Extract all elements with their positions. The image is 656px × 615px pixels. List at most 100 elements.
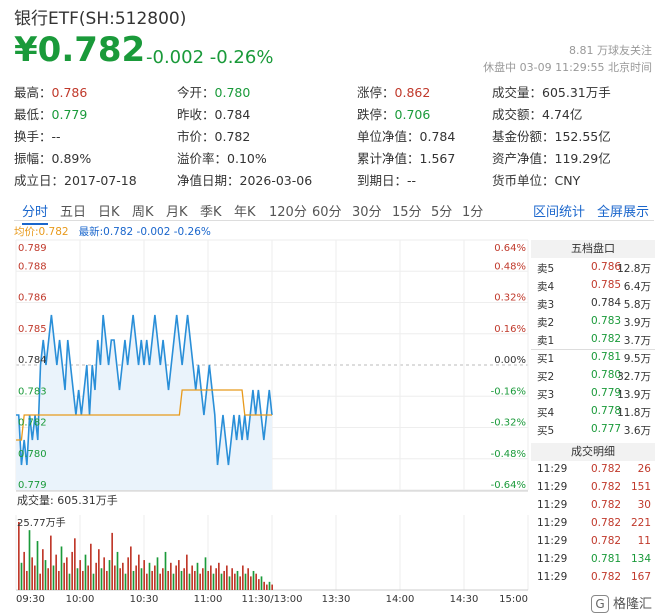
order-book-row: 卖4 0.785 6.4万 <box>531 277 655 295</box>
stat-label: 到期日： <box>357 173 408 188</box>
trade-price: 0.782 <box>591 481 622 493</box>
tab-item[interactable]: 30分 <box>352 205 382 220</box>
trade-volume: 11 <box>637 535 651 547</box>
order-price: 0.777 <box>591 423 622 435</box>
stat-item: 资产净值：119.29亿 <box>492 148 611 167</box>
stat-item: 单位净值：0.784 <box>357 126 455 145</box>
stat-value: 0.862 <box>394 85 431 100</box>
fullscreen-link[interactable]: 全屏展示 <box>597 205 650 220</box>
volume-bar <box>95 562 97 590</box>
trade-volume: 134 <box>630 553 651 565</box>
stat-value: 4.74亿 <box>542 107 583 122</box>
volume-bar <box>87 565 89 590</box>
volume-bar <box>42 549 44 590</box>
volume-bar <box>103 557 105 590</box>
order-volume: 5.8万 <box>623 299 651 311</box>
order-book-row: 卖2 0.783 3.9万 <box>531 313 655 331</box>
avg-price-line <box>16 389 272 441</box>
trade-price: 0.782 <box>591 499 622 511</box>
stat-item: 成交额：4.74亿 <box>492 104 582 123</box>
order-price: 0.784 <box>591 297 622 309</box>
tab-item[interactable]: 周K <box>132 205 154 220</box>
volume-bar <box>106 570 108 590</box>
volume-bar <box>210 565 212 590</box>
tab-item[interactable]: 1分 <box>462 205 484 220</box>
order-volume: 32.7万 <box>617 371 651 383</box>
stat-label: 换手： <box>14 129 52 144</box>
volume-bar <box>98 549 100 590</box>
volume-bar <box>130 546 132 590</box>
volume-bar <box>18 522 20 590</box>
tab-item[interactable]: 120分 <box>269 205 307 220</box>
volume-bar <box>44 560 47 590</box>
order-book-row: 卖1 0.782 3.7万 <box>531 331 655 349</box>
order-book-title: 五档盘口 <box>531 240 655 258</box>
volume-bar <box>244 573 247 590</box>
order-volume: 6.4万 <box>623 281 651 293</box>
volume-bar <box>111 532 113 590</box>
volume-bar <box>236 570 239 590</box>
volume-bar <box>255 573 257 590</box>
volume-bar <box>23 551 25 590</box>
volume-bar <box>178 560 180 590</box>
stat-label: 累计净值： <box>357 151 420 166</box>
x-tick-label: 14:30 <box>450 594 479 605</box>
volume-bar <box>199 573 201 590</box>
stat-value: 0.782 <box>214 129 251 144</box>
stat-value: 0.779 <box>51 107 88 122</box>
trade-row: 11:29 0.782 221 <box>531 515 655 533</box>
order-volume: 13.9万 <box>617 389 651 401</box>
volume-bar <box>68 573 71 590</box>
stat-label: 最高： <box>14 85 52 100</box>
stat-value: -- <box>51 129 61 144</box>
stat-label: 昨收： <box>177 107 215 122</box>
volume-bar <box>263 581 265 590</box>
y-tick-label: 0.789 <box>18 243 47 254</box>
volume-bar <box>191 565 193 590</box>
y-right-tick-label: 0.48% <box>494 261 526 272</box>
y-right-tick-label: -0.48% <box>491 449 526 460</box>
stat-label: 今开： <box>177 85 215 100</box>
volume-bar <box>90 543 92 590</box>
order-price: 0.780 <box>591 369 622 381</box>
stat-value: 119.29亿 <box>554 151 611 166</box>
volume-bar <box>119 568 121 590</box>
volume-bar <box>250 576 252 590</box>
stat-value: -- <box>407 173 417 188</box>
tab-item[interactable]: 季K <box>200 205 222 220</box>
volume-bar <box>100 568 103 590</box>
volume-bar <box>114 565 116 590</box>
follower-count[interactable]: 8.81 万球友关注 <box>569 44 652 57</box>
range-stats-link[interactable]: 区间统计 <box>533 205 586 220</box>
order-volume: 3.9万 <box>623 317 651 329</box>
volume-bar <box>180 570 183 590</box>
tab-item[interactable]: 5分 <box>431 205 453 220</box>
y-right-tick-label: 0.00% <box>494 355 526 366</box>
order-price: 0.786 <box>591 261 622 273</box>
trade-volume: 221 <box>630 517 651 529</box>
volume-bar <box>26 570 28 590</box>
y-tick-label: 0.779 <box>18 480 47 491</box>
tab-item[interactable]: 15分 <box>392 205 422 220</box>
tab-item[interactable]: 年K <box>234 205 256 220</box>
tab-item[interactable]: 日K <box>98 205 120 220</box>
volume-bar <box>55 554 57 590</box>
volume-bar <box>124 573 127 590</box>
volume-bar <box>92 573 95 590</box>
volume-bar <box>164 551 167 590</box>
tab-item[interactable]: 五日 <box>60 205 87 220</box>
chart-legend: 均价:0.782 最新:0.782 -0.002 -0.26% <box>14 224 211 239</box>
volume-bar <box>220 573 223 590</box>
tab-item[interactable]: 分时 <box>22 201 49 225</box>
volume-bar <box>231 568 233 590</box>
volume-bar <box>39 573 41 590</box>
stat-value: 605.31万手 <box>542 85 611 100</box>
tab-item[interactable]: 60分 <box>312 205 342 220</box>
volume-bar <box>34 565 36 590</box>
order-price: 0.778 <box>591 405 622 417</box>
volume-bar <box>71 551 73 590</box>
volume-bar <box>138 554 140 590</box>
stat-value: 2026-03-06 <box>239 173 313 188</box>
tab-item[interactable]: 月K <box>166 205 188 220</box>
market-status: 休盘中 03-09 11:29:55 北京时间 <box>483 61 652 74</box>
